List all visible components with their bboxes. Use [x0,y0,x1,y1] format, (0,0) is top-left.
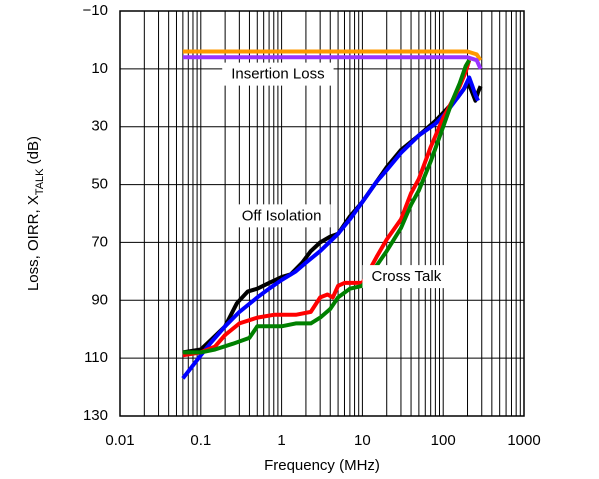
y-axis-label-suffix: (dB) [25,136,42,169]
annotations: Insertion Loss Off Isolation Cross Talk [222,63,451,289]
annotation-label: Off Isolation [242,207,322,224]
y-tick-label: 70 [91,233,108,250]
y-tick-label: 10 [91,60,108,77]
x-tick-label: 100 [431,432,456,449]
y-axis-label: Loss, OIRR, XTALK (dB) [25,136,46,291]
y-axis-label-main: Loss, OIRR, X [25,195,42,291]
series-group [183,52,481,379]
x-tick-label: 1 [277,432,285,449]
x-axis-label: Frequency (MHz) [264,457,380,474]
annotation-label: Insertion Loss [231,66,324,83]
x-tick-label: 10 [354,432,371,449]
y-tick-label: 90 [91,291,108,308]
x-tick-label: 0.01 [105,432,134,449]
y-tick-label: −10 [83,2,108,19]
y-tick-label: 110 [84,349,108,366]
annotation-label: Cross Talk [371,268,441,285]
x-tick-label: 0.1 [190,432,211,449]
x-tick-label: 1000 [507,432,540,449]
y-axis-label-subscript: TALK [34,168,46,195]
y-tick-label: 30 [91,118,108,135]
y-tick-label: 130 [83,407,108,424]
y-tick-label: 50 [91,176,108,193]
